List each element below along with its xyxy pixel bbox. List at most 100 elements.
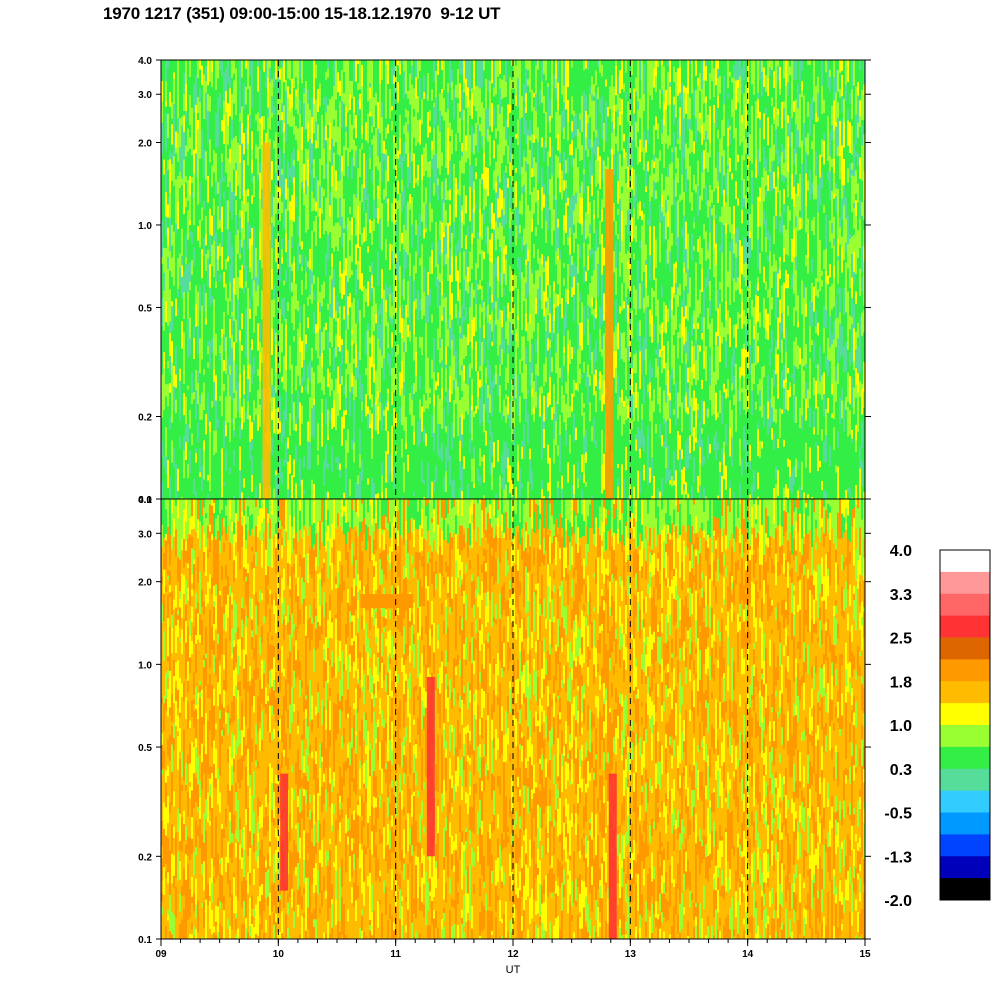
heatmap-cell (369, 197, 371, 220)
heatmap-cell (479, 327, 481, 353)
heatmap-cell (229, 264, 231, 283)
heatmap-cell (507, 487, 509, 499)
heatmap-cell (205, 414, 207, 435)
heatmap-cell (429, 132, 431, 162)
heatmap-cell (183, 213, 185, 243)
heatmap-cell (515, 95, 517, 106)
heatmap-cell (497, 349, 499, 356)
heatmap-cell (225, 471, 227, 490)
heatmap-cell (511, 60, 513, 66)
heatmap-cell (437, 328, 439, 350)
heatmap-cell (521, 300, 523, 331)
heatmap-cell (343, 146, 345, 176)
heatmap-cell (409, 183, 411, 195)
heatmap-cell (381, 269, 383, 299)
heatmap-cell (303, 468, 305, 477)
heatmap-cell (249, 297, 251, 309)
heatmap-cell (373, 331, 375, 336)
heatmap-cell (515, 138, 517, 169)
heatmap-cell (179, 187, 181, 208)
heatmap-cell (403, 249, 405, 273)
heatmap-cell (461, 434, 463, 448)
heatmap-cell (245, 68, 247, 87)
heatmap-cell (305, 252, 307, 257)
heatmap-cell (197, 156, 199, 177)
heatmap-cell (437, 200, 439, 217)
heatmap-cell (471, 152, 473, 166)
heatmap-cell (275, 185, 277, 214)
heatmap-cell (401, 311, 403, 319)
heatmap-cell (271, 223, 273, 249)
heatmap-cell (289, 60, 291, 81)
heatmap-cell (183, 159, 185, 169)
heatmap-cell (483, 259, 485, 289)
heatmap-cell (205, 179, 207, 204)
heatmap-cell (503, 171, 505, 199)
heatmap-cell (271, 79, 273, 97)
heatmap-cell (167, 138, 169, 161)
heatmap-cell (309, 442, 311, 470)
heatmap-cell (499, 217, 501, 223)
heatmap-cell (245, 458, 247, 470)
heatmap-cell (407, 471, 409, 485)
heatmap-cell (349, 109, 351, 115)
heatmap-cell (391, 481, 393, 490)
heatmap-cell (367, 395, 369, 407)
heatmap-cell (209, 245, 211, 257)
heatmap-cell (303, 245, 305, 253)
heatmap-cell (215, 211, 217, 217)
heatmap-cell (349, 220, 351, 241)
heatmap-cell (469, 438, 471, 449)
heatmap-cell (393, 496, 395, 499)
heatmap-cell (271, 355, 273, 369)
heatmap-cell (169, 150, 171, 160)
heatmap-cell (169, 87, 171, 93)
heatmap-cell (167, 160, 169, 170)
heatmap-cell (453, 399, 455, 410)
heatmap-cell (273, 285, 275, 300)
heatmap-cell (193, 392, 195, 400)
heatmap-cell (305, 242, 307, 253)
heatmap-cell (533, 107, 535, 136)
heatmap-cell (311, 347, 313, 361)
heatmap-cell (211, 124, 213, 147)
heatmap-cell (385, 203, 387, 223)
heatmap-cell (323, 220, 325, 225)
heatmap-cell (439, 131, 441, 155)
heatmap-cell (301, 423, 303, 446)
heatmap-cell (515, 105, 517, 135)
heatmap-cell (459, 375, 461, 380)
heatmap-cell (439, 424, 441, 449)
heatmap-cell (519, 174, 521, 202)
heatmap-cell (161, 177, 163, 202)
heatmap-cell (497, 256, 499, 282)
heatmap-cell (269, 67, 271, 83)
heatmap-cell (395, 90, 397, 115)
heatmap-cell (323, 148, 325, 179)
heatmap-cell (201, 491, 203, 499)
heatmap-cell (459, 338, 461, 369)
heatmap-cell (453, 334, 455, 356)
heatmap-cell (445, 396, 447, 402)
heatmap-cell (353, 112, 355, 118)
heatmap-cell (303, 252, 305, 266)
heatmap-cell (315, 288, 317, 313)
heatmap-cell (487, 385, 489, 399)
heatmap-cell (427, 161, 429, 178)
heatmap-cell (401, 156, 403, 180)
heatmap-cell (303, 205, 305, 228)
heatmap-cell (341, 60, 343, 70)
heatmap-cell (507, 104, 509, 128)
heatmap-cell (387, 181, 389, 192)
heatmap-cell (479, 279, 481, 286)
heatmap-cell (503, 75, 505, 98)
heatmap-cell (387, 124, 389, 134)
heatmap-cell (499, 113, 501, 128)
heatmap-cell (295, 256, 297, 284)
heatmap-cell (517, 361, 519, 376)
heatmap-cell (297, 242, 299, 271)
heatmap-cell (169, 92, 171, 107)
heatmap-cell (353, 470, 355, 492)
heatmap-cell (345, 126, 347, 132)
heatmap-cell (489, 375, 491, 395)
